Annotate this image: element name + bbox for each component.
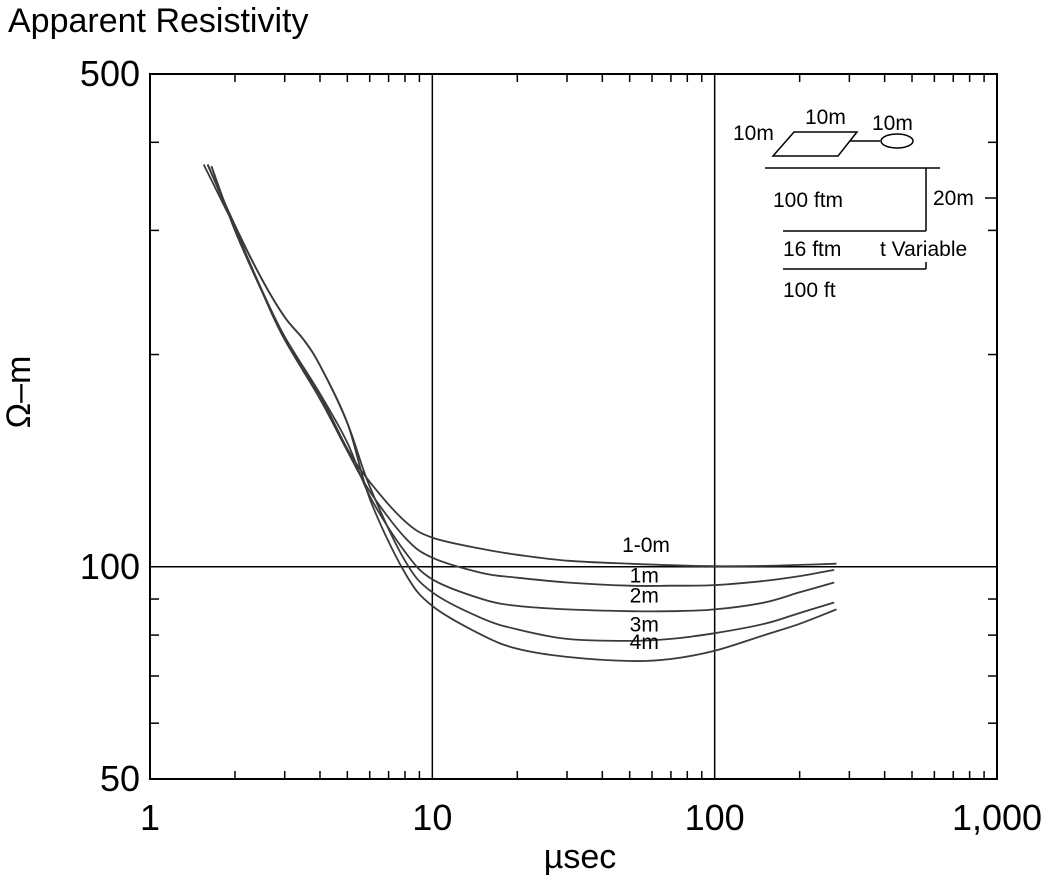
layer-1-label: 100 ftm — [773, 189, 843, 212]
resistivity-curve-3 — [206, 164, 835, 642]
y-tick-label: 50 — [100, 758, 140, 799]
transmitter-loop-icon — [771, 131, 859, 157]
axis-ticks — [150, 74, 997, 779]
grid-lines — [150, 74, 997, 779]
layer-model-diagram: 10m 10m 10m 100 ftm 20m 16 ftm t Variabl… — [733, 106, 996, 302]
x-axis-title: µsec — [544, 838, 617, 876]
chart-title: Apparent Resistivity — [8, 2, 308, 40]
resistivity-curve-1 — [210, 165, 835, 587]
curve-label: 1m — [630, 564, 659, 587]
y-tick-label: 100 — [80, 546, 140, 587]
x-tick-label: 1,000 — [952, 797, 1042, 838]
resistivity-curve-0 — [210, 165, 837, 568]
curve-label: 2m — [630, 584, 659, 607]
resistivity-curves — [202, 164, 837, 662]
receiver-label: 10m — [872, 112, 913, 135]
receiver-coil-icon — [880, 133, 914, 149]
layer-3-label: 100 ft — [783, 279, 836, 302]
resistivity-curve-4 — [202, 164, 837, 662]
axis-tick-labels: 1 10 100 1,000 50 100 500 — [80, 53, 1042, 838]
x-tick-label: 1 — [140, 797, 160, 838]
resistivity-curve-2 — [206, 164, 835, 613]
layer-2-label: 16 ftm — [783, 238, 841, 261]
curve-label: 3m — [630, 613, 659, 636]
curve-label: 4m — [630, 631, 659, 654]
x-tick-label: 100 — [685, 797, 745, 838]
loop-top-label: 10m — [805, 106, 846, 129]
thickness-label: t Variable — [880, 238, 967, 261]
loop-side-label: 10m — [733, 122, 774, 145]
depth-label: 20m — [933, 187, 974, 210]
y-tick-label: 500 — [80, 53, 140, 94]
y-axis-title: Ω–m — [0, 356, 38, 429]
curve-label: 1-0m — [622, 534, 670, 557]
plot-frame — [149, 73, 998, 780]
x-tick-label: 10 — [412, 797, 452, 838]
